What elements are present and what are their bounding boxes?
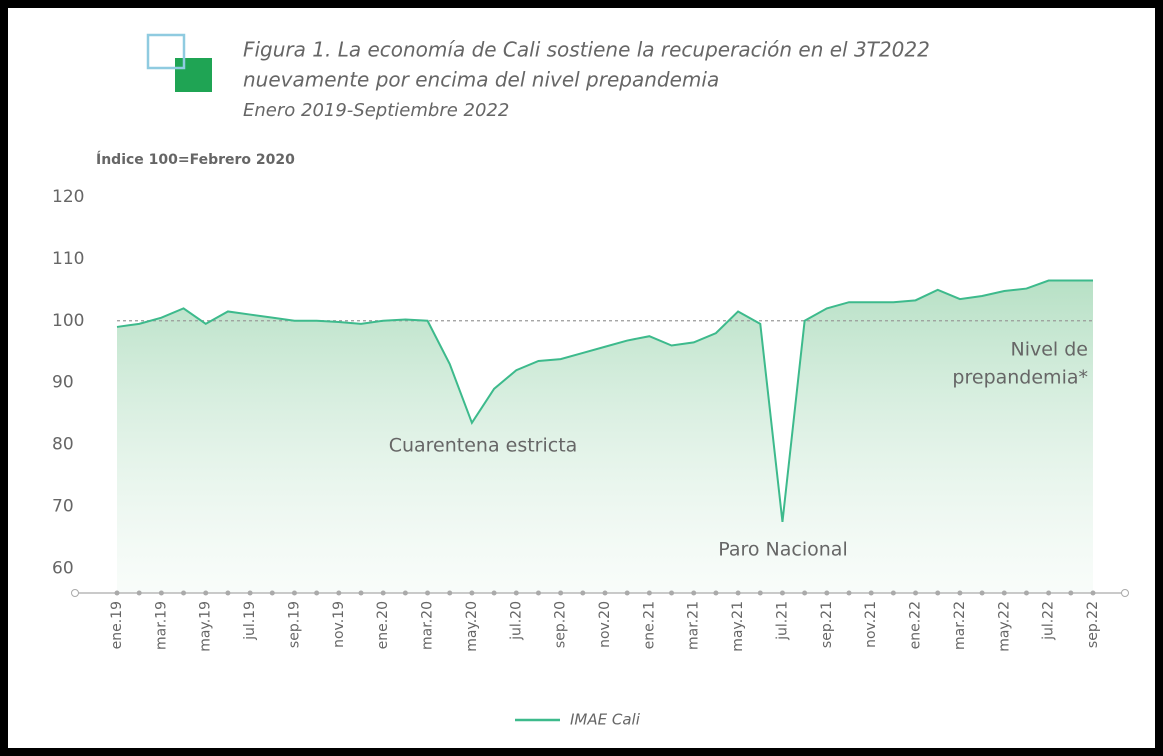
axis-dot bbox=[558, 590, 564, 596]
y-tick-label: 60 bbox=[52, 558, 74, 578]
axis-dot bbox=[868, 590, 874, 596]
axis-dot bbox=[580, 590, 586, 596]
axis-dot bbox=[824, 590, 830, 596]
x-tick-label: nov.20 bbox=[597, 601, 613, 648]
axis-dot bbox=[846, 590, 852, 596]
x-tick-label: ene.21 bbox=[641, 601, 657, 649]
annotation: Nivel de bbox=[1011, 339, 1089, 361]
axis-dot bbox=[358, 590, 364, 596]
axis-dot bbox=[979, 590, 985, 596]
y-tick-label: 110 bbox=[52, 249, 84, 269]
axis-dot bbox=[425, 590, 431, 596]
axis-dot bbox=[158, 590, 164, 596]
axis-dot bbox=[935, 590, 941, 596]
axis-dot bbox=[913, 590, 919, 596]
x-tick-label: ene.19 bbox=[109, 601, 125, 649]
axis-dot bbox=[181, 590, 187, 596]
axis-end bbox=[71, 589, 79, 597]
x-tick-label: sep.22 bbox=[1085, 601, 1101, 648]
x-tick-label: sep.20 bbox=[553, 601, 569, 648]
axis-dot bbox=[491, 590, 497, 596]
axis-dot bbox=[691, 590, 697, 596]
x-tick-label: jul.19 bbox=[242, 601, 258, 641]
x-tick-label: may.22 bbox=[996, 601, 1012, 652]
chart-title: nuevamente por encima del nivel prepande… bbox=[243, 68, 719, 92]
axis-dot bbox=[1001, 590, 1007, 596]
axis-dot bbox=[513, 590, 519, 596]
x-tick-label: may.19 bbox=[198, 601, 214, 652]
y-tick-label: 100 bbox=[52, 311, 84, 331]
x-tick-label: jul.22 bbox=[1041, 601, 1057, 641]
annotation: Cuarentena estricta bbox=[389, 435, 578, 457]
x-tick-label: mar.21 bbox=[686, 601, 702, 650]
x-tick-label: mar.20 bbox=[420, 601, 436, 650]
y-tick-label: 120 bbox=[52, 187, 84, 207]
icon-square bbox=[175, 58, 212, 92]
x-tick-label: nov.19 bbox=[331, 601, 347, 648]
x-tick-label: jul.20 bbox=[508, 601, 524, 641]
axis-dot bbox=[469, 590, 475, 596]
axis-dot bbox=[669, 590, 675, 596]
axis-dot bbox=[779, 590, 785, 596]
axis-dot bbox=[646, 590, 652, 596]
axis-dot bbox=[447, 590, 453, 596]
y-tick-label: 80 bbox=[52, 435, 74, 455]
x-tick-label: jul.21 bbox=[774, 601, 790, 641]
axis-dot bbox=[136, 590, 142, 596]
x-tick-label: nov.21 bbox=[863, 601, 879, 648]
axis-dot bbox=[602, 590, 608, 596]
axis-dot bbox=[291, 590, 297, 596]
axis-dot bbox=[1068, 590, 1074, 596]
area bbox=[117, 280, 1093, 593]
axis-dot bbox=[247, 590, 253, 596]
x-tick-label: ene.20 bbox=[375, 601, 391, 649]
axis-dot bbox=[380, 590, 386, 596]
x-tick-label: may.20 bbox=[464, 601, 480, 652]
x-tick-label: sep.21 bbox=[819, 601, 835, 648]
x-tick-label: ene.22 bbox=[908, 601, 924, 649]
legend-label: IMAE Cali bbox=[570, 711, 641, 729]
axis-dot bbox=[314, 590, 320, 596]
axis-dot bbox=[336, 590, 342, 596]
x-tick-label: may.21 bbox=[730, 601, 746, 652]
axis-dot bbox=[890, 590, 896, 596]
line bbox=[116, 279, 1093, 522]
axis-dot bbox=[957, 590, 963, 596]
axis-dot bbox=[1023, 590, 1029, 596]
chart-title: Figura 1. La economía de Cali sostiene l… bbox=[243, 38, 930, 62]
axis-dot bbox=[757, 590, 763, 596]
axis-dot bbox=[269, 590, 275, 596]
axis-dot bbox=[225, 590, 231, 596]
icon-square bbox=[146, 33, 186, 70]
axis-dot bbox=[114, 590, 120, 596]
axis-dot bbox=[203, 590, 209, 596]
axis-dot bbox=[735, 590, 741, 596]
axis-end bbox=[1121, 589, 1129, 597]
y-tick-label: 70 bbox=[52, 496, 74, 516]
x-tick-label: mar.22 bbox=[952, 601, 968, 650]
axis-dot bbox=[1090, 590, 1096, 596]
axis-dot bbox=[1046, 590, 1052, 596]
y-tick-label: 90 bbox=[52, 373, 74, 393]
axis-dot bbox=[402, 590, 408, 596]
axis-dot bbox=[802, 590, 808, 596]
axis-dot bbox=[535, 590, 541, 596]
axis-dot bbox=[624, 590, 630, 596]
axis-dot bbox=[713, 590, 719, 596]
annotation: Paro Nacional bbox=[718, 539, 847, 561]
x-tick-label: mar.19 bbox=[153, 601, 169, 650]
annotation: prepandemia* bbox=[952, 367, 1088, 389]
x-tick-label: sep.19 bbox=[286, 601, 302, 648]
y-axis-label: Índice 100=Febrero 2020 bbox=[96, 151, 295, 168]
chart-subtitle: Enero 2019-Septiembre 2022 bbox=[243, 100, 509, 121]
